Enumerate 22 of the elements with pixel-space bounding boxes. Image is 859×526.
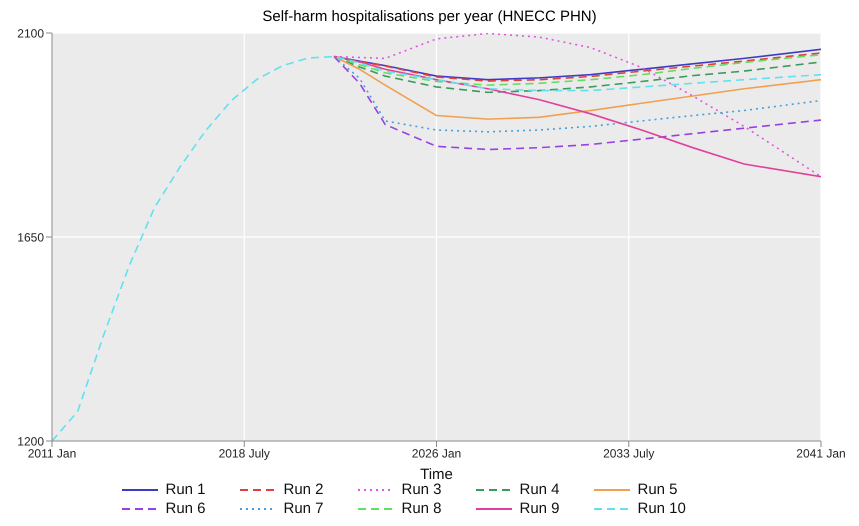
legend-label: Run 4 [520, 481, 560, 498]
legend-label: Run 1 [166, 481, 206, 498]
line-series [333, 56, 821, 150]
y-tick-label: 1200 [17, 434, 44, 448]
line-series [333, 56, 821, 178]
x-tick-label: 2018 July [218, 446, 270, 461]
y-tick-label: 2100 [17, 26, 44, 40]
x-tick-label: 2026 Jan [412, 446, 462, 461]
legend-label: Run 9 [520, 500, 560, 517]
x-axis-title: Time [420, 466, 453, 483]
chart-title: Self-harm hospitalisations per year (HNECC PHN) [261, 8, 598, 25]
legend-label: Run 7 [284, 500, 324, 517]
legend-label: Run 5 [638, 481, 678, 498]
legend-label: Run 2 [284, 481, 324, 498]
legend-label: Run 6 [166, 500, 206, 517]
legend-label: Run 3 [402, 481, 442, 498]
x-tick-label: 2033 July [603, 446, 654, 461]
x-tick-label: 2041 Jan [796, 446, 846, 461]
x-tick-label: 2011 Jan [28, 446, 76, 461]
y-tick-label: 1650 [17, 230, 44, 244]
legend-label: Run 10 [638, 500, 686, 517]
legend-label: Run 8 [402, 500, 442, 517]
